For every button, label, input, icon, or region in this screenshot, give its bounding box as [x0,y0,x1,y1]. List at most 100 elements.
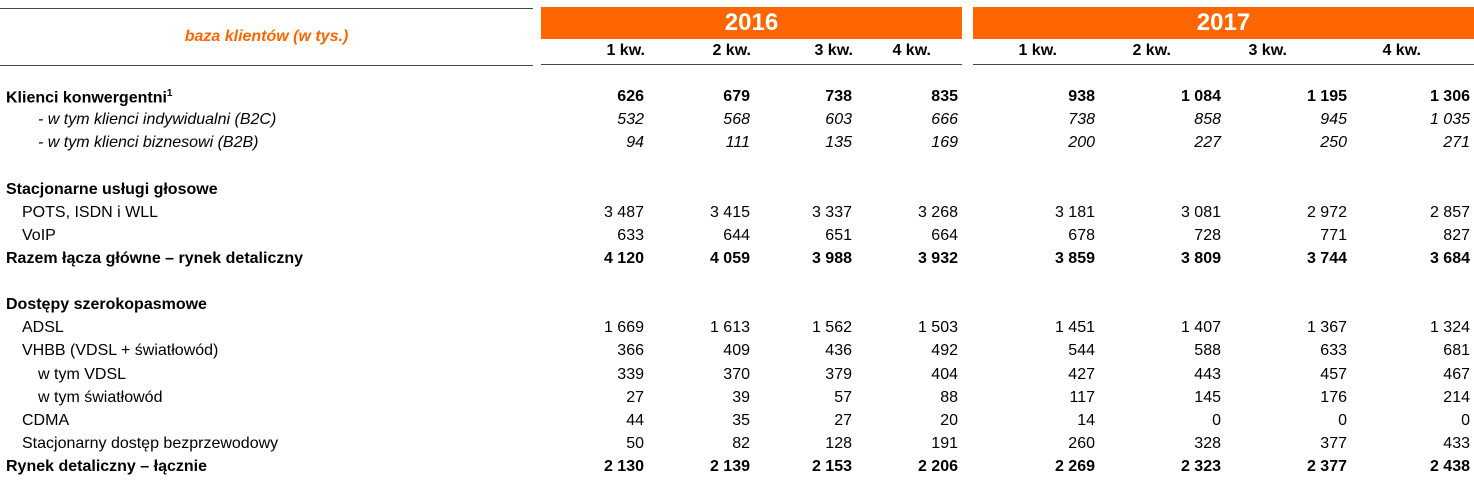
table-cell: 1 669 [603,319,644,336]
table-cell: 50 [626,435,644,452]
row-label-text: Stacjonarny dostęp bezprzewodowy [22,435,279,452]
table-cell: 176 [1320,389,1347,406]
table-row: Razem łącza główne – rynek detaliczny 4 1… [0,250,1474,273]
row-label: - w tym klienci indywidualni (B2C) [38,111,276,129]
table-cell: 20 [940,412,958,429]
table-row: Klienci konwergentni1 626 679 738 835 938 1 08… [0,88,1474,111]
row-label-text: VoIP [22,227,56,244]
table-cell: 39 [732,389,750,406]
table-cell: 2 972 [1306,204,1347,221]
table-cell: 145 [1194,389,1221,406]
table-cell: 2 438 [1429,458,1470,475]
table-cell: 544 [1068,342,1095,359]
table-cell: 3 081 [1180,204,1221,221]
row-label-text: Razem łącza główne – rynek detaliczny [6,250,304,267]
row-label: w tym VDSL [38,366,126,384]
table-cell: 771 [1320,227,1347,244]
table-cell: 3 988 [811,250,852,267]
table-cell: 2 153 [811,458,852,475]
table-cell: 1 503 [917,319,958,336]
row-label-text: Dostępy szerokopasmowe [6,296,207,313]
table-cell: 681 [1443,342,1470,359]
quarter-header-row-2017: 1 kw. 2 kw. 3 kw. 4 kw. [973,40,1474,65]
table-row: POTS, ISDN i WLL 3 487 3 415 3 337 3 268 3 18… [0,204,1474,227]
quarter-header: 2 kw. [712,42,751,59]
footnote-marker: 1 [166,88,173,99]
table-cell: 678 [1068,227,1095,244]
table-cell: 44 [626,412,644,429]
table-cell: 492 [931,342,958,359]
table-cell: 938 [1068,88,1095,105]
table-cell: 945 [1320,111,1347,128]
table-cell: 2 206 [917,458,958,475]
table-cell: 2 323 [1180,458,1221,475]
table-cell: 467 [1443,366,1470,383]
table-cell: 1 613 [709,319,750,336]
table-cell: 679 [723,88,750,105]
table-cell: 88 [940,389,958,406]
table-cell: 169 [931,134,958,151]
row-label: Klienci konwergentni1 [6,88,172,107]
table-cell: 200 [1068,134,1095,151]
table-cell: 626 [617,88,644,105]
row-label: POTS, ISDN i WLL [22,204,158,222]
row-label: - w tym klienci biznesowi (B2B) [38,134,259,152]
row-label: CDMA [22,412,69,430]
table-title: baza klientów (w tys.) [0,8,533,66]
table-cell: 404 [931,366,958,383]
table-cell: 3 809 [1180,250,1221,267]
quarter-header: 3 kw. [1248,42,1287,59]
row-label-text: w tym VDSL [38,366,127,383]
table-cell: 27 [626,389,644,406]
table-cell: 82 [732,435,750,452]
row-label-text: Stacjonarne usługi głosowe [6,181,218,198]
table-cell: 379 [825,366,852,383]
table-cell: 128 [825,435,852,452]
row-label: w tym światłowód [38,389,162,407]
table-row: ADSL 1 669 1 613 1 562 1 503 1 451 1 407 1 367 1… [0,319,1474,342]
table-cell: 728 [1194,227,1221,244]
table-row: Stacjonarne usługi głosowe [0,181,1474,204]
table-cell: 1 451 [1054,319,1095,336]
table-row: VoIP 633 644 651 664 678 728 771 827 [0,227,1474,250]
table-cell: 339 [617,366,644,383]
table-cell: 111 [725,134,750,151]
table-cell: 1 367 [1306,319,1347,336]
table-cell: 568 [723,111,750,128]
table-cell: 3 268 [917,204,958,221]
table-cell: 3 415 [709,204,750,221]
table-cell: 644 [723,227,750,244]
table-row: Stacjonarny dostęp bezprzewodowy 50 82 128 1… [0,435,1474,458]
table-row: Rynek detaliczny – łącznie 2 130 2 139 2 15… [0,458,1474,481]
table-cell: 260 [1068,435,1095,452]
table-cell: 1 084 [1180,88,1221,105]
row-label: Razem łącza główne – rynek detaliczny [6,250,303,268]
table-cell: 1 306 [1429,88,1470,105]
table-cell: 3 859 [1054,250,1095,267]
quarter-header: 4 kw. [892,42,931,59]
table-cell: 427 [1068,366,1095,383]
table-cell: 3 684 [1429,250,1470,267]
row-label-text: w tym światłowód [38,389,163,406]
table-cell: 117 [1069,389,1095,406]
table-cell: 433 [1443,435,1470,452]
table-cell: 738 [825,88,852,105]
table-cell: 1 407 [1180,319,1221,336]
table-cell: 2 377 [1306,458,1347,475]
row-label: Stacjonarny dostęp bezprzewodowy [22,435,278,453]
table-cell: 633 [1320,342,1347,359]
table-cell: 664 [931,227,958,244]
quarter-header: 3 kw. [814,42,853,59]
table-cell: 377 [1320,435,1347,452]
table-cell: 370 [723,366,750,383]
table-cell: 436 [825,342,852,359]
table-cell: 35 [732,412,750,429]
row-label-text: VHBB (VDSL + światłowód) [22,342,219,359]
table-row: w tym światłowód 27 39 57 88 117 145 176 214 [0,389,1474,412]
table-cell: 1 562 [811,319,852,336]
table-cell: 0 [1212,412,1221,429]
table-cell: 1 035 [1429,111,1470,128]
table-cell: 2 857 [1429,204,1470,221]
row-label: Rynek detaliczny – łącznie [6,458,207,476]
row-label: VHBB (VDSL + światłowód) [22,342,218,360]
